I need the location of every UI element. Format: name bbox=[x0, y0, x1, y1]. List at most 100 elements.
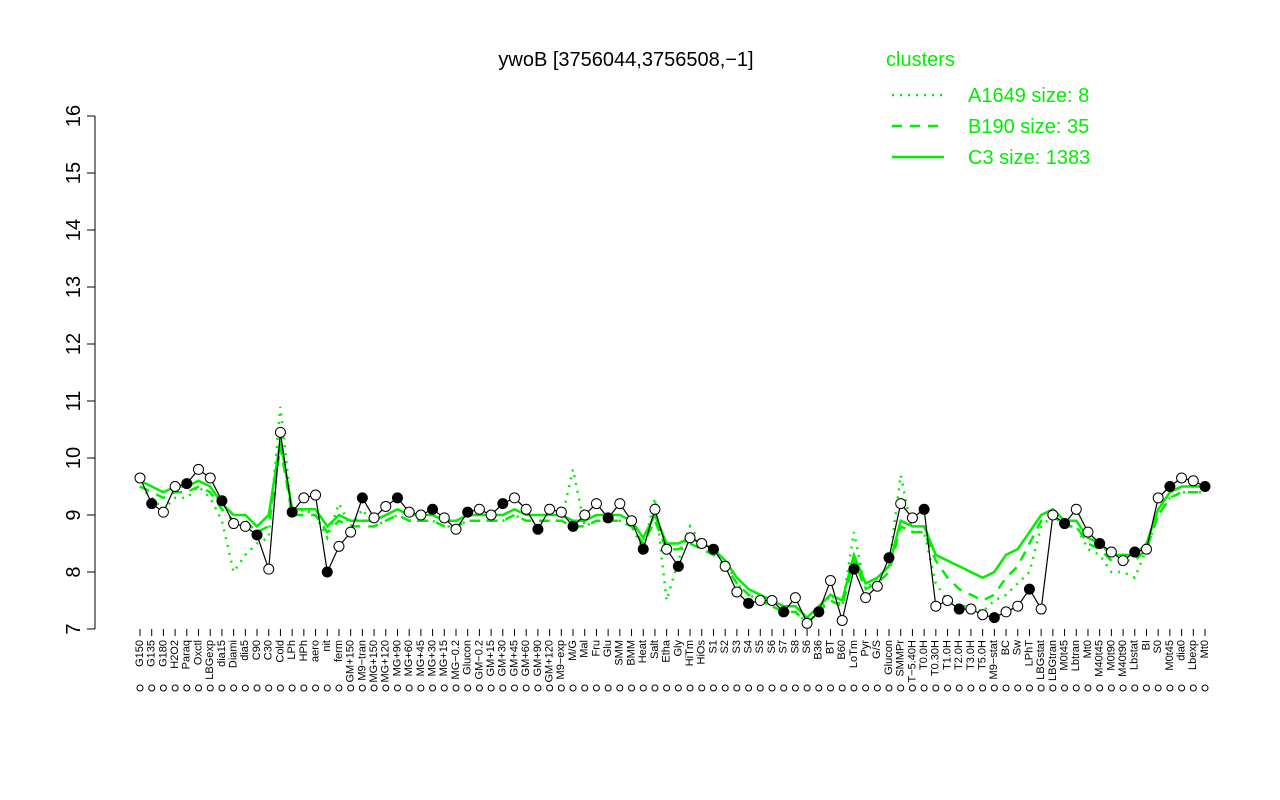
x-tick-label: SMMPr bbox=[895, 640, 907, 677]
expression-line bbox=[139, 432, 1206, 625]
rug-point bbox=[1119, 684, 1127, 692]
y-tick-label: 9 bbox=[63, 509, 85, 520]
rug-point bbox=[932, 684, 940, 692]
rug-point bbox=[475, 684, 483, 692]
data-point bbox=[719, 560, 731, 572]
rug-point bbox=[897, 684, 905, 692]
x-tick-label: B36 bbox=[813, 640, 825, 660]
data-point bbox=[473, 503, 485, 515]
x-tick-label: BMM bbox=[625, 640, 637, 666]
x-tick-label: Salt bbox=[649, 640, 661, 659]
x-tick-label: M9−exp bbox=[555, 640, 567, 679]
x-tick-label: C30 bbox=[263, 640, 275, 660]
rug-point bbox=[803, 684, 811, 692]
x-tick-label: Lbtran bbox=[1070, 640, 1082, 671]
x-tick-label: S4 bbox=[742, 640, 754, 653]
data-point bbox=[193, 463, 205, 475]
rug-point bbox=[826, 684, 834, 692]
x-tick-label: M9−stat bbox=[988, 640, 1000, 679]
data-point bbox=[134, 472, 146, 484]
y-tick-label: 15 bbox=[63, 162, 85, 184]
x-tick-label: HiOs bbox=[696, 640, 708, 665]
x-tick-label: BT bbox=[824, 640, 836, 654]
rug-point bbox=[557, 684, 565, 692]
rug-point bbox=[1025, 684, 1033, 692]
x-tick-label: S7 bbox=[778, 640, 790, 653]
data-point bbox=[778, 606, 790, 618]
rug-point bbox=[136, 684, 144, 692]
rug-point bbox=[546, 684, 554, 692]
data-point bbox=[684, 532, 696, 544]
data-point bbox=[544, 503, 556, 515]
data-point bbox=[1129, 546, 1141, 558]
data-point bbox=[298, 492, 310, 504]
x-tick-label: GM+150 bbox=[345, 640, 357, 683]
x-tick-label: HPh bbox=[298, 640, 310, 661]
x-tick-label: LPh bbox=[286, 640, 298, 660]
data-point bbox=[169, 481, 181, 492]
rug-point bbox=[171, 684, 179, 692]
y-tick-label: 7 bbox=[63, 623, 85, 634]
x-tick-label: Mt0 bbox=[1199, 640, 1211, 658]
rug-point bbox=[955, 684, 963, 692]
x-tick-label: GM+120 bbox=[544, 640, 556, 683]
cluster-line bbox=[139, 406, 1205, 626]
rug-point bbox=[745, 684, 753, 692]
rug-point bbox=[815, 684, 823, 692]
rug-point bbox=[1166, 684, 1174, 692]
rug-point bbox=[323, 684, 331, 692]
rug-point bbox=[756, 684, 764, 692]
y-tick-label: 12 bbox=[63, 333, 85, 355]
rug-point bbox=[405, 684, 413, 692]
y-tick-label: 8 bbox=[63, 566, 85, 577]
x-tick-label: S8 bbox=[789, 640, 801, 653]
data-point bbox=[579, 509, 591, 521]
data-point bbox=[661, 543, 673, 555]
rug-point bbox=[370, 684, 378, 692]
rug-point bbox=[862, 684, 870, 692]
data-point bbox=[1117, 555, 1129, 567]
x-tick-label: BC bbox=[1000, 640, 1012, 655]
data-point bbox=[1082, 526, 1094, 538]
data-point bbox=[626, 515, 638, 527]
data-point bbox=[977, 609, 989, 621]
data-point bbox=[415, 509, 427, 521]
rug-point bbox=[382, 684, 390, 692]
legend-label: A1649 size: 8 bbox=[968, 85, 1089, 107]
y-tick-label: 16 bbox=[63, 105, 85, 127]
data-point bbox=[1059, 518, 1071, 530]
rug-point bbox=[276, 684, 284, 692]
data-point bbox=[789, 592, 801, 604]
data-point bbox=[204, 472, 216, 484]
data-point bbox=[1000, 606, 1012, 618]
data-point bbox=[930, 600, 942, 612]
rug-point bbox=[1014, 684, 1022, 692]
rug-point bbox=[417, 684, 425, 692]
rug-point bbox=[241, 684, 249, 692]
x-tick-label: T−5.40H bbox=[906, 640, 918, 683]
x-tick-label: aero bbox=[309, 640, 321, 662]
data-point bbox=[649, 503, 661, 515]
data-point bbox=[1012, 600, 1024, 612]
data-point bbox=[485, 509, 497, 521]
rug-point bbox=[616, 684, 624, 692]
chart-title: ywoB [3756044,3756508,−1] bbox=[498, 49, 753, 71]
data-point bbox=[871, 580, 883, 592]
x-tick-label: dia0 bbox=[1175, 640, 1187, 661]
x-tick-label: S5 bbox=[754, 640, 766, 653]
data-point bbox=[391, 492, 403, 504]
x-tick-label: Paraq bbox=[181, 640, 193, 669]
x-tick-label: GM+45 bbox=[508, 640, 520, 676]
data-point bbox=[497, 498, 509, 510]
x-tick-label: GM+90 bbox=[532, 640, 544, 676]
rug-point bbox=[440, 684, 448, 692]
x-tick-label: G180 bbox=[157, 640, 169, 667]
rug-point bbox=[358, 684, 366, 692]
data-point bbox=[263, 563, 275, 575]
x-tick-label: GM−0.2 bbox=[473, 640, 485, 679]
rug-point bbox=[908, 684, 916, 692]
data-point bbox=[860, 592, 872, 604]
data-point bbox=[1105, 546, 1117, 558]
data-point bbox=[824, 575, 836, 587]
rug-point bbox=[1061, 684, 1069, 692]
